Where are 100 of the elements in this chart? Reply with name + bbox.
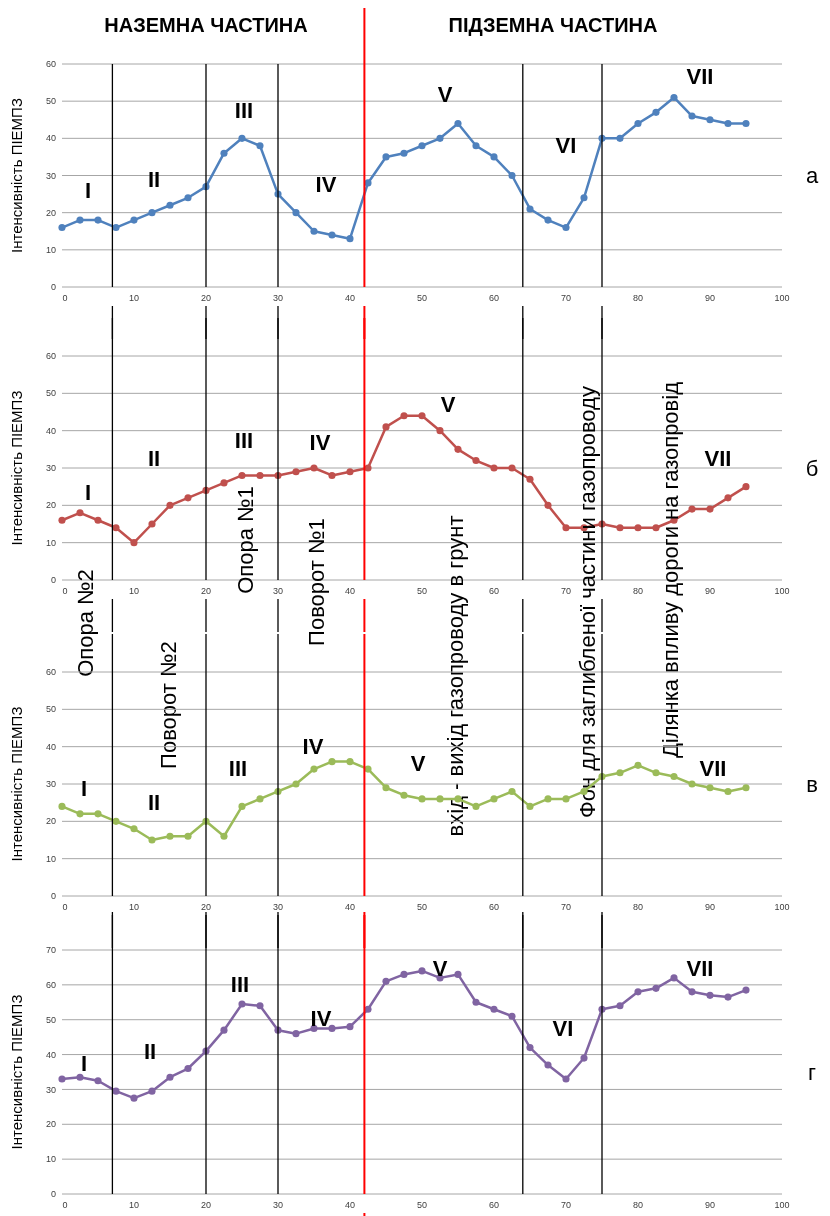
y-tick-label: 20 <box>45 207 56 218</box>
y-tick-label: 0 <box>50 282 56 293</box>
y-tick-label: 20 <box>45 1119 56 1130</box>
annotation: V <box>437 81 453 107</box>
y-tick-label: 50 <box>45 96 56 107</box>
annotation: VI <box>552 1015 574 1041</box>
annotation: VII <box>686 955 714 981</box>
y-tick-label: 40 <box>45 1049 56 1060</box>
annotation: V <box>432 955 448 981</box>
y-tick-label: 20 <box>45 500 56 511</box>
y-tick-label: 10 <box>45 537 56 548</box>
x-tick-label: 30 <box>272 1200 284 1210</box>
annotation: IV <box>310 1005 332 1031</box>
annotation: III <box>228 755 248 781</box>
x-tick-label: 20 <box>200 1200 212 1210</box>
annotation: III <box>234 427 254 453</box>
x-tick-label: 90 <box>704 1200 716 1210</box>
y-tick-label: 60 <box>45 59 56 70</box>
x-tick-label: 10 <box>128 586 140 596</box>
annotation: II <box>147 166 161 192</box>
y-tick-label: 40 <box>45 133 56 144</box>
x-tick-label: 40 <box>344 293 356 303</box>
y-tick-label: 30 <box>45 170 56 181</box>
x-tick-label: 0 <box>62 1200 68 1210</box>
text: НАЗЕМНА ЧАСТИНА <box>104 14 308 36</box>
annotation: IV <box>302 733 324 759</box>
y-tick-label: 50 <box>45 704 56 715</box>
annotation: VII <box>699 755 727 781</box>
annotation: III <box>230 971 250 997</box>
annotation: V <box>410 750 426 776</box>
x-tick-label: 80 <box>632 586 644 596</box>
x-tick-label: 20 <box>200 586 212 596</box>
x-tick-label: 10 <box>128 293 140 303</box>
y-tick-label: 60 <box>45 980 56 991</box>
annotation: I <box>84 479 92 505</box>
annotation: II <box>147 789 161 815</box>
y-tick-label: 50 <box>45 388 56 399</box>
y-tick-label: 10 <box>45 1154 56 1165</box>
x-tick-label: 40 <box>344 586 356 596</box>
y-tick-label: 70 <box>45 945 56 956</box>
annotation: V <box>440 391 456 417</box>
x-tick-label: 40 <box>344 1200 356 1210</box>
x-tick-label: 100 <box>774 586 790 596</box>
x-tick-label: 50 <box>416 586 428 596</box>
x-tick-label: 80 <box>632 902 644 912</box>
text: г <box>807 1059 817 1085</box>
annotation: II <box>147 445 161 471</box>
x-tick-label: 30 <box>272 293 284 303</box>
x-tick-label: 70 <box>560 1200 572 1210</box>
y-axis-title: Інтенсивність ПІЕМПЗ <box>8 98 25 253</box>
annotation: I <box>84 177 92 203</box>
x-tick-label: 100 <box>774 1200 790 1210</box>
y-tick-label: 40 <box>45 425 56 436</box>
x-tick-label: 60 <box>488 902 500 912</box>
x-tick-label: 50 <box>416 902 428 912</box>
annotation: IV <box>315 171 337 197</box>
x-tick-label: 10 <box>128 1200 140 1210</box>
y-tick-label: 60 <box>45 351 56 362</box>
x-tick-label: 80 <box>632 1200 644 1210</box>
annotation: III <box>234 97 254 123</box>
y-tick-label: 60 <box>45 667 56 678</box>
annotation: VII <box>686 63 714 89</box>
x-tick-label: 80 <box>632 293 644 303</box>
y-tick-label: 10 <box>45 853 56 864</box>
y-tick-label: 30 <box>45 463 56 474</box>
x-tick-label: 100 <box>774 902 790 912</box>
annotation: Поворот №1 <box>303 518 329 646</box>
x-tick-label: 100 <box>774 293 790 303</box>
x-tick-label: 10 <box>128 902 140 912</box>
annotation: I <box>80 1050 88 1076</box>
x-tick-label: 70 <box>560 902 572 912</box>
annotation: I <box>80 775 88 801</box>
annotation: II <box>143 1038 157 1064</box>
x-tick-label: 20 <box>200 902 212 912</box>
y-axis-title: Інтенсивність ПІЕМПЗ <box>8 706 25 862</box>
y-axis-title: Інтенсивність ПІЕМПЗ <box>8 994 25 1150</box>
x-tick-label: 50 <box>416 1200 428 1210</box>
x-tick-label: 0 <box>62 586 68 596</box>
annotation: Ділянка впливу дороги на газопровід <box>657 381 683 759</box>
x-tick-label: 30 <box>272 902 284 912</box>
x-tick-label: 60 <box>488 1200 500 1210</box>
x-tick-label: 50 <box>416 293 428 303</box>
annotation: VI <box>555 132 577 158</box>
annotation: Опора №2 <box>72 569 98 677</box>
text: в <box>806 771 818 797</box>
x-tick-label: 40 <box>344 902 356 912</box>
x-tick-label: 30 <box>272 586 284 596</box>
x-tick-label: 0 <box>62 902 68 912</box>
annotation: Опора №1 <box>232 486 258 594</box>
text: б <box>805 455 819 481</box>
annotation: IV <box>309 429 331 455</box>
y-tick-label: 50 <box>45 1014 56 1025</box>
y-tick-label: 0 <box>50 575 56 586</box>
y-tick-label: 20 <box>45 816 56 827</box>
text: ПІДЗЕМНА ЧАСТИНА <box>448 14 658 36</box>
x-tick-label: 20 <box>200 293 212 303</box>
x-tick-label: 90 <box>704 902 716 912</box>
y-tick-label: 0 <box>50 891 56 902</box>
x-tick-label: 0 <box>62 293 68 303</box>
y-tick-label: 30 <box>45 1084 56 1095</box>
